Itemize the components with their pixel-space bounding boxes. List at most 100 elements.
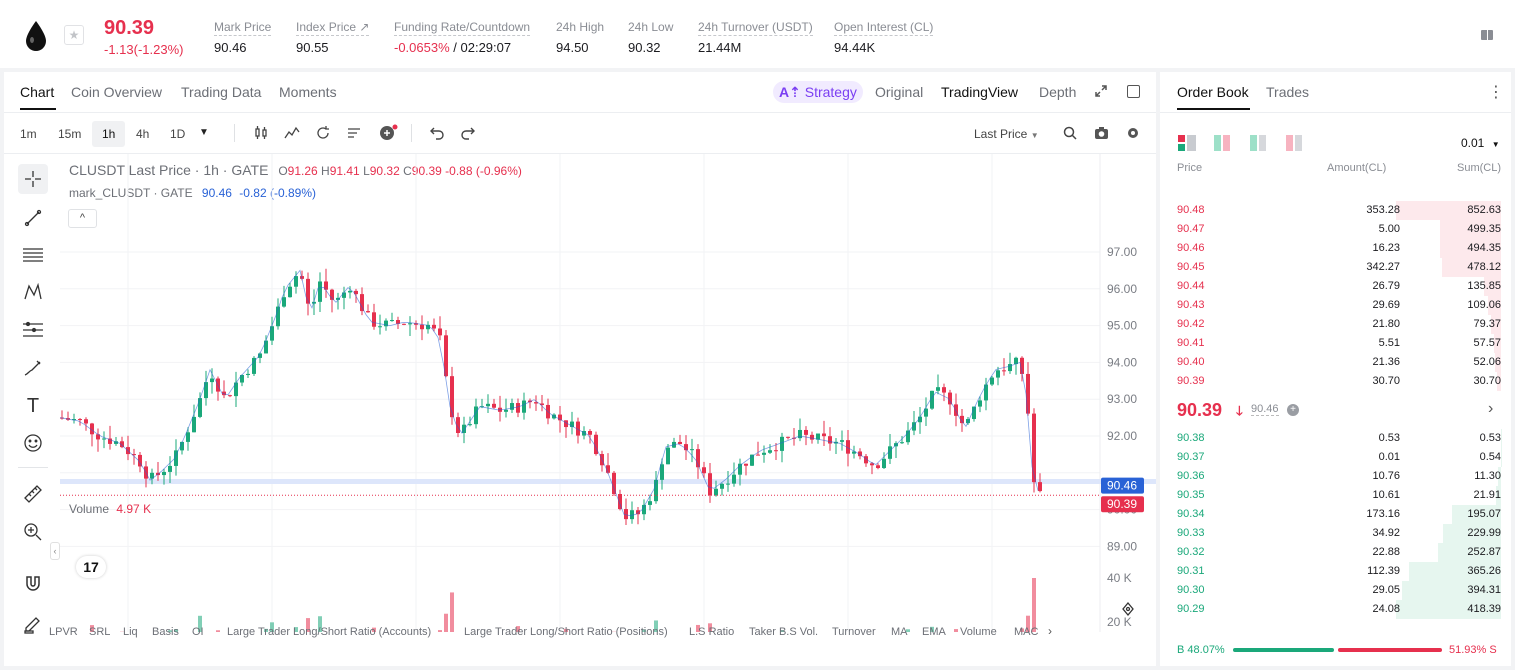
bid-row[interactable]: 90.37 0.01 0.54 [1160, 448, 1511, 467]
ask-row[interactable]: 90.45 342.27 478.12 [1160, 258, 1511, 277]
candle-type-icon[interactable] [253, 125, 269, 146]
interval-4h[interactable]: 4h [136, 127, 150, 141]
collapse-toolbar-icon[interactable]: ‹ [50, 542, 60, 560]
book-icon[interactable] [1480, 28, 1494, 47]
templates-icon[interactable] [346, 125, 362, 146]
tab-trading-data[interactable]: Trading Data [181, 84, 262, 100]
indicator-lt-ratio-positions[interactable]: Large Trader Long/Short Ratio (Positions… [464, 626, 668, 638]
bid-row[interactable]: 90.36 10.76 11.30 [1160, 467, 1511, 486]
more-options-icon[interactable]: ⋮ [1488, 84, 1504, 101]
ask-row[interactable]: 90.48 353.28 852.63 [1160, 201, 1511, 220]
indicator-basis[interactable]: Basis [152, 626, 179, 638]
view-asks-icon[interactable] [1286, 135, 1304, 156]
layout-toggle-icon[interactable] [1127, 85, 1140, 98]
interval-dropdown-icon[interactable]: ▼ [199, 127, 209, 138]
indicator-srl[interactable]: SRL [89, 626, 111, 638]
bid-row[interactable]: 90.32 22.88 252.87 [1160, 543, 1511, 562]
indicator-lpvr[interactable]: LPVR [49, 626, 78, 638]
favorite-star-icon[interactable]: ★ [64, 25, 84, 45]
view-split-icon[interactable] [1214, 135, 1232, 156]
text-tool-icon[interactable]: T [26, 394, 40, 417]
bid-row[interactable]: 90.31 112.39 365.26 [1160, 562, 1511, 581]
fullscreen-icon[interactable] [1094, 84, 1108, 103]
zoom-in-tool-icon[interactable] [18, 517, 48, 547]
tab-trades[interactable]: Trades [1266, 84, 1310, 100]
stat-24h-high: 24h High 94.50 [556, 18, 604, 55]
ask-row[interactable]: 90.42 21.80 79.37 [1160, 315, 1511, 334]
interval-1h[interactable]: 1h [92, 121, 126, 147]
indicator-scroll-right-icon[interactable]: › [1048, 624, 1052, 638]
bid-row[interactable]: 90.33 34.92 229.99 [1160, 524, 1511, 543]
interval-1d[interactable]: 1D [170, 127, 186, 141]
magnet-tool-icon[interactable] [18, 568, 48, 598]
view-both-icon[interactable] [1178, 135, 1196, 156]
indicator-ls-ratio[interactable]: L.S Ratio [689, 626, 735, 638]
brush-tool-icon[interactable] [18, 353, 48, 383]
fib-tool-icon[interactable] [18, 240, 48, 270]
candle-body [984, 384, 988, 401]
stat-index-price[interactable]: Index Price ↗ 90.55 [296, 18, 370, 55]
stat-24h-turnover[interactable]: 24h Turnover (USDT) 21.44M [698, 18, 813, 55]
indicator-ema[interactable]: EMA [922, 626, 946, 638]
bid-amount: 10.76 [1372, 470, 1400, 482]
ask-row[interactable]: 90.43 29.69 109.06 [1160, 296, 1511, 315]
search-icon[interactable] [1063, 126, 1077, 145]
emoji-tool-icon[interactable] [18, 428, 48, 458]
tab-order-book[interactable]: Order Book [1177, 84, 1249, 100]
replay-icon[interactable] [315, 125, 331, 146]
bid-row[interactable]: 90.34 173.16 195.07 [1160, 505, 1511, 524]
alert-add-icon[interactable] [379, 124, 399, 147]
goto-time-icon[interactable] [1121, 601, 1135, 621]
ask-row[interactable]: 90.40 21.36 52.06 [1160, 353, 1511, 372]
chevron-right-icon[interactable]: › [1488, 400, 1494, 417]
view-original[interactable]: Original [875, 84, 924, 100]
tab-coin-overview[interactable]: Coin Overview [71, 84, 163, 100]
pencil-lock-tool-icon[interactable] [18, 609, 48, 639]
legend-collapse-button[interactable]: ^ [68, 209, 97, 228]
settings-gear-icon[interactable] [1126, 126, 1140, 145]
view-tradingview[interactable]: TradingView [941, 84, 1019, 100]
bid-row[interactable]: 90.38 0.53 0.53 [1160, 429, 1511, 448]
interval-15m[interactable]: 15m [58, 127, 82, 141]
view-depth[interactable]: Depth [1039, 84, 1077, 100]
price-chart-canvas[interactable]: 97.0096.0095.0094.0093.0092.0090.0089.00… [60, 154, 1156, 632]
indicators-icon[interactable] [284, 125, 300, 146]
crosshair-tool-icon[interactable] [18, 164, 48, 194]
indicator-macd[interactable]: MACD [1014, 626, 1038, 638]
ask-row[interactable]: 90.47 5.00 499.35 [1160, 220, 1511, 239]
stat-open-interest[interactable]: Open Interest (CL) 94.44K [834, 18, 934, 55]
candle-body [822, 433, 826, 437]
indicator-liq[interactable]: Liq [123, 626, 138, 638]
indicator-turnover[interactable]: Turnover [832, 626, 876, 638]
tab-moments[interactable]: Moments [279, 84, 337, 100]
ask-row[interactable]: 90.41 5.51 57.57 [1160, 334, 1511, 353]
tab-chart[interactable]: Chart [20, 84, 55, 100]
view-bids-icon[interactable] [1250, 135, 1268, 156]
indicator-volume[interactable]: Volume [960, 626, 997, 638]
stat-mark-price[interactable]: Mark Price 90.46 [214, 18, 272, 55]
indicator-ma[interactable]: MA [891, 626, 908, 638]
indicator-oi[interactable]: OI [192, 626, 204, 638]
interval-1m[interactable]: 1m [20, 127, 37, 141]
screenshot-icon[interactable] [1094, 126, 1109, 145]
ruler-tool-icon[interactable] [18, 479, 48, 509]
indicator-taker-vol[interactable]: Taker B.S Vol. [749, 626, 819, 638]
stat-label: 24h Turnover (USDT) [698, 20, 813, 36]
ask-row[interactable]: 90.46 16.23 494.35 [1160, 239, 1511, 258]
ob-mid-price: 90.39 [1177, 400, 1223, 420]
prediction-tool-icon[interactable] [18, 315, 48, 345]
price-source-select[interactable]: Last Price ▼ [974, 127, 1039, 141]
strategy-button[interactable]: A⇡ Strategy [773, 81, 863, 103]
redo-icon[interactable] [460, 126, 476, 145]
bid-row[interactable]: 90.29 24.08 418.39 [1160, 600, 1511, 619]
stat-funding-rate[interactable]: Funding Rate/Countdown -0.0653% / 02:29:… [394, 18, 531, 55]
undo-icon[interactable] [429, 126, 445, 145]
ask-row[interactable]: 90.44 26.79 135.85 [1160, 277, 1511, 296]
ask-row[interactable]: 90.39 30.70 30.70 [1160, 372, 1511, 391]
pattern-tool-icon[interactable] [18, 277, 48, 307]
precision-select[interactable]: 0.01 ▼ [1461, 136, 1500, 150]
bid-row[interactable]: 90.30 29.05 394.31 [1160, 581, 1511, 600]
indicator-lt-ratio-accounts[interactable]: Large Trader Long/Short Ratio (Accounts) [227, 626, 432, 638]
trend-line-tool-icon[interactable] [18, 203, 48, 233]
bid-row[interactable]: 90.35 10.61 21.91 [1160, 486, 1511, 505]
